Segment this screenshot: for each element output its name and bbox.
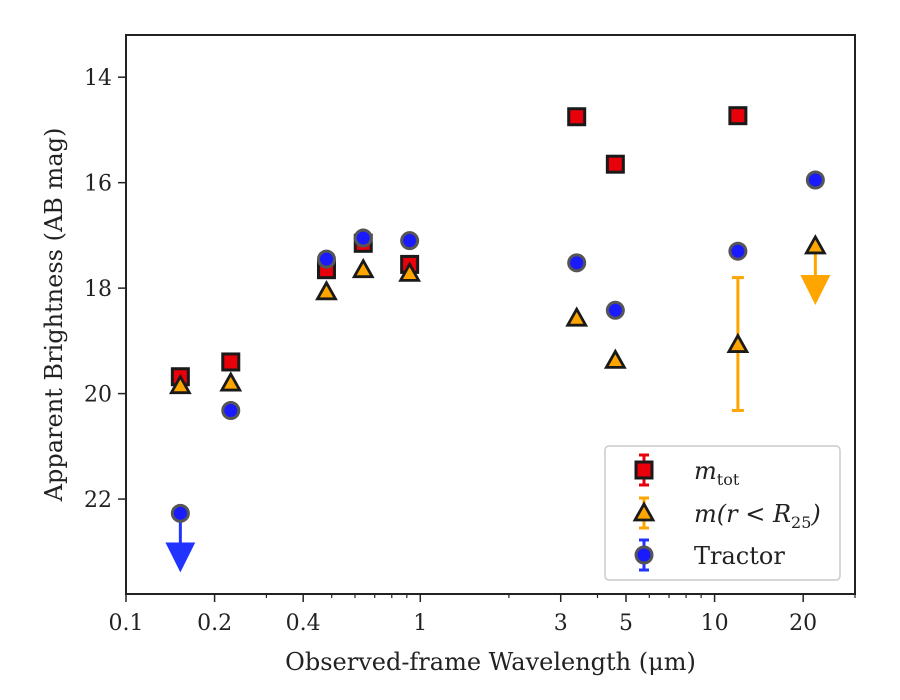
mtot-point <box>221 352 241 372</box>
mtot-point <box>728 106 748 126</box>
x-tick-label: 0.4 <box>286 611 321 636</box>
mr25-point <box>726 332 750 353</box>
x-tick-label: 20 <box>789 611 817 636</box>
mr25-point <box>351 257 375 279</box>
mr25-point <box>315 279 338 301</box>
mtot-point <box>567 107 587 127</box>
chart-marks <box>165 106 831 573</box>
x-tick-label: 10 <box>701 611 729 636</box>
x-tick-label: 5 <box>619 611 633 636</box>
x-axis-label: Observed-frame Wavelength (μm) <box>285 648 696 676</box>
y-axis-label: Apparent Brightness (AB mag) <box>40 128 68 503</box>
legend: mtot m(r < R25) Tractor <box>604 445 841 581</box>
x-axis-ticks: 0.1 0.2 0.4 1 3 5 10 20 <box>109 594 856 636</box>
x-tick-label: 0.2 <box>197 611 232 636</box>
mr25-point <box>565 306 589 327</box>
mr25-point <box>803 234 827 255</box>
y-tick-label: 18 <box>84 277 112 302</box>
y-tick-label: 22 <box>84 488 112 513</box>
legend-box <box>604 445 841 581</box>
plot-frame <box>125 34 856 595</box>
legend-mr25-label: m(r < R25) <box>694 500 821 532</box>
y-tick-label: 14 <box>84 66 112 91</box>
legend-mtot-label: mtot <box>694 457 740 489</box>
y-tick-label: 16 <box>84 172 112 197</box>
mr25-point <box>168 373 192 395</box>
mtot-point <box>605 154 625 174</box>
x-tick-label: 0.1 <box>109 611 144 636</box>
mr25-point <box>219 371 243 392</box>
y-axis-ticks: 14 16 18 20 22 <box>84 66 126 513</box>
x-tick-label: 3 <box>554 611 568 636</box>
x-tick-label: 1 <box>413 611 427 636</box>
y-tick-label: 20 <box>84 383 112 408</box>
mr25-point <box>398 261 422 282</box>
mr25-point <box>603 348 627 369</box>
legend-tractor-label: Tractor <box>694 542 785 570</box>
legend-mr25-marker <box>632 501 656 522</box>
legend-mtot-marker <box>634 460 654 480</box>
